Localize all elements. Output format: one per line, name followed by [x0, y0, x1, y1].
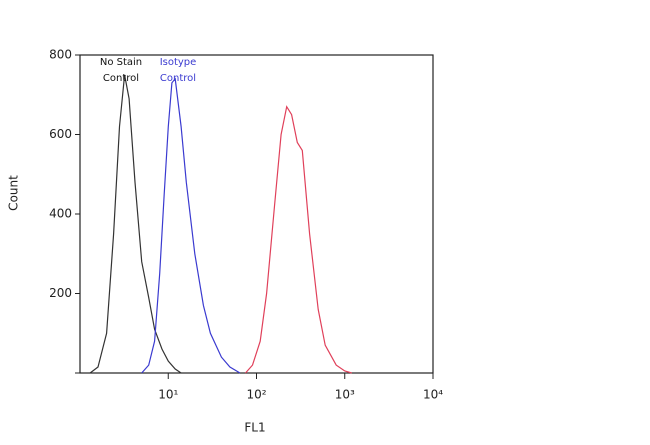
annotation: No Stain	[100, 57, 142, 68]
histogram-line	[89, 74, 182, 374]
annotation: Control	[160, 73, 196, 84]
annotation: Isotype	[160, 57, 197, 68]
x-axis-label: FL1	[244, 421, 265, 435]
histogram-line	[245, 105, 352, 374]
x-tick-label: 10²	[246, 388, 266, 402]
annotation: Control	[103, 73, 139, 84]
histogram-line	[141, 77, 241, 374]
y-axis-label: Count	[7, 175, 21, 211]
plot-frame	[79, 54, 434, 374]
x-tick-label: 10¹	[158, 388, 178, 402]
y-tick-label: 400	[49, 207, 72, 221]
x-tick-label: 10⁴	[423, 388, 443, 402]
y-tick-label: 800	[49, 48, 72, 62]
x-tick-label: 10³	[335, 388, 355, 402]
y-tick-label: 200	[49, 286, 72, 300]
y-tick-label: 600	[49, 127, 72, 141]
